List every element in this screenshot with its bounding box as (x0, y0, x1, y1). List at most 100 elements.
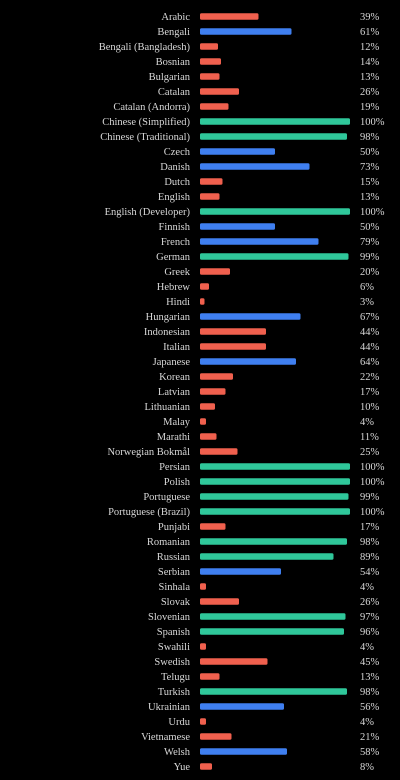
percent-label: 97% (360, 612, 380, 623)
language-label: Spanish (157, 627, 191, 638)
progress-bar (200, 328, 266, 335)
progress-bar (200, 43, 218, 50)
percent-label: 15% (360, 177, 380, 188)
percent-label: 98% (360, 687, 380, 698)
percent-label: 100% (360, 477, 385, 488)
progress-bar (200, 118, 350, 125)
language-label: Dutch (164, 177, 190, 188)
progress-bar (200, 313, 301, 320)
percent-label: 20% (360, 267, 380, 278)
progress-bar (200, 58, 221, 65)
percent-label: 89% (360, 552, 380, 563)
percent-label: 13% (360, 672, 380, 683)
language-label: Romanian (147, 537, 191, 548)
progress-bar (200, 448, 238, 455)
progress-bar (200, 643, 206, 650)
percent-label: 99% (360, 492, 380, 503)
progress-bar (200, 223, 275, 230)
language-label: Danish (160, 162, 190, 173)
progress-bar (200, 673, 220, 680)
percent-label: 4% (360, 717, 374, 728)
language-label: English (Developer) (105, 207, 191, 218)
percent-label: 19% (360, 102, 380, 113)
progress-bar (200, 703, 284, 710)
percent-label: 99% (360, 252, 380, 263)
language-label: Punjabi (158, 522, 190, 533)
language-label: Telugu (161, 672, 191, 683)
percent-label: 4% (360, 582, 374, 593)
percent-label: 13% (360, 192, 380, 203)
progress-bar (200, 598, 239, 605)
percent-label: 21% (360, 732, 380, 743)
percent-label: 4% (360, 642, 374, 653)
progress-bar (200, 283, 209, 290)
percent-label: 67% (360, 312, 380, 323)
language-label: Bengali (157, 27, 190, 38)
language-label: Arabic (161, 12, 190, 23)
language-label: Czech (164, 147, 191, 158)
progress-bar (200, 508, 350, 515)
percent-label: 73% (360, 162, 380, 173)
language-label: Marathi (157, 432, 190, 443)
percent-label: 45% (360, 657, 380, 668)
language-label: Bengali (Bangladesh) (99, 42, 191, 53)
percent-label: 98% (360, 537, 380, 548)
percent-label: 100% (360, 507, 385, 518)
progress-bar (200, 208, 350, 215)
progress-bar (200, 73, 220, 80)
progress-bar (200, 238, 319, 245)
percent-label: 100% (360, 117, 385, 128)
language-label: Urdu (168, 717, 190, 728)
language-label: Italian (163, 342, 191, 353)
progress-bar (200, 178, 223, 185)
language-label: Catalan (158, 87, 191, 98)
language-label: Hungarian (146, 312, 191, 323)
percent-label: 3% (360, 297, 374, 308)
language-label: German (156, 252, 191, 263)
percent-label: 100% (360, 207, 385, 218)
progress-bar (200, 163, 310, 170)
language-label: Latvian (158, 387, 191, 398)
progress-bar (200, 298, 205, 305)
percent-label: 8% (360, 762, 374, 773)
percent-label: 14% (360, 57, 380, 68)
language-label: Serbian (158, 567, 191, 578)
language-label: Persian (159, 462, 191, 473)
language-label: Yue (174, 762, 191, 773)
language-label: Swedish (154, 657, 190, 668)
language-label: Welsh (164, 747, 191, 758)
percent-label: 44% (360, 342, 380, 353)
percent-label: 58% (360, 747, 380, 758)
percent-label: 54% (360, 567, 380, 578)
percent-label: 50% (360, 222, 380, 233)
language-label: Norwegian Bokmål (107, 447, 190, 458)
progress-bar (200, 688, 347, 695)
progress-bar (200, 418, 206, 425)
language-label: Lithuanian (145, 402, 191, 413)
progress-bar (200, 613, 346, 620)
language-label: Bosnian (156, 57, 191, 68)
language-label: Chinese (Simplified) (102, 117, 190, 128)
language-label: Korean (159, 372, 191, 383)
percent-label: 26% (360, 87, 380, 98)
progress-bar (200, 433, 217, 440)
language-label: Sinhala (159, 582, 191, 593)
progress-bar (200, 628, 344, 635)
language-label: Hebrew (157, 282, 191, 293)
percent-label: 26% (360, 597, 380, 608)
progress-bar (200, 748, 287, 755)
percent-label: 79% (360, 237, 380, 248)
progress-bar (200, 133, 347, 140)
progress-bar (200, 373, 233, 380)
progress-bar (200, 28, 292, 35)
progress-bar (200, 358, 296, 365)
language-label: Japanese (153, 357, 191, 368)
progress-bar (200, 553, 334, 560)
language-label: Turkish (158, 687, 191, 698)
percent-label: 96% (360, 627, 380, 638)
progress-bar (200, 268, 230, 275)
progress-bar (200, 343, 266, 350)
progress-bar (200, 493, 349, 500)
language-label: Catalan (Andorra) (113, 102, 190, 113)
progress-bar (200, 403, 215, 410)
